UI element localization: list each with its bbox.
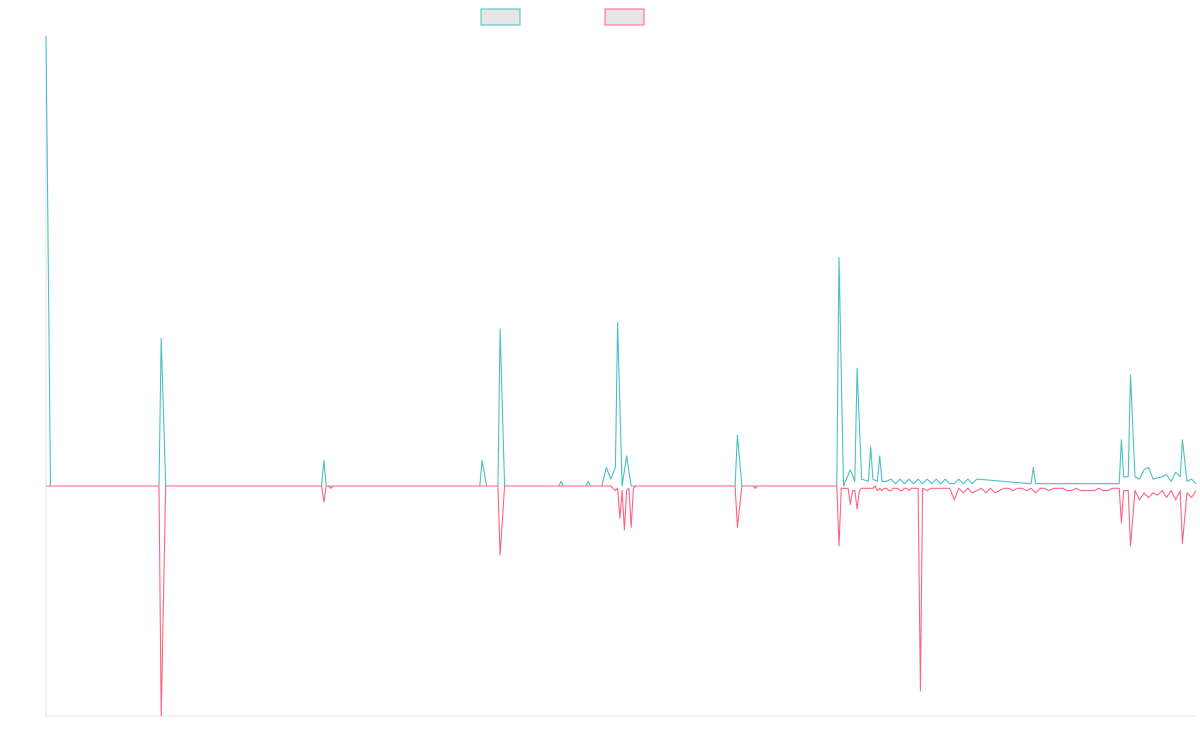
legend-swatch-2[interactable] bbox=[604, 8, 645, 26]
legend-swatch-1[interactable] bbox=[480, 8, 521, 26]
plot-area bbox=[45, 35, 1197, 717]
legend[interactable] bbox=[480, 8, 645, 26]
series-line-2 bbox=[46, 485, 1197, 717]
series-line-1 bbox=[45, 35, 1197, 487]
